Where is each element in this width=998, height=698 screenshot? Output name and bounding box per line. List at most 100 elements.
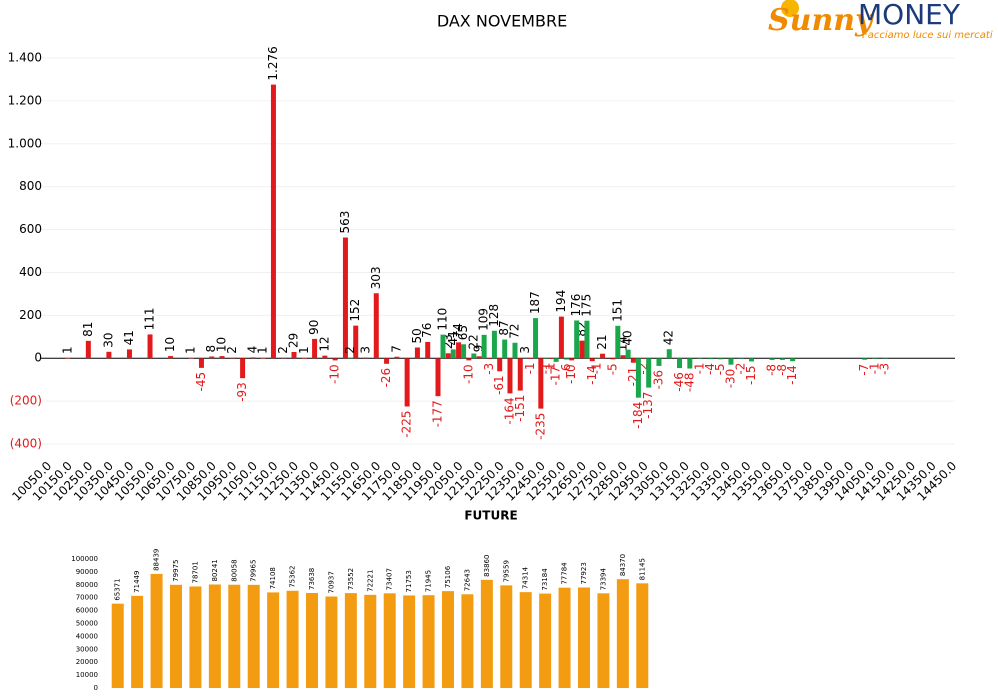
logo-name: MONEY — [858, 0, 961, 31]
bar — [270, 84, 276, 359]
bar — [779, 358, 785, 360]
data-label: 72643 — [463, 569, 471, 591]
data-label: 77784 — [561, 562, 569, 585]
bar — [445, 353, 451, 359]
data-label: 1 — [184, 346, 198, 354]
data-label: -6 — [559, 364, 573, 376]
data-label: -1 — [867, 362, 881, 374]
data-label: 72221 — [366, 570, 374, 592]
data-label: 73184 — [541, 568, 549, 591]
bar — [749, 358, 755, 362]
y-tick-label: 1.400 — [8, 51, 42, 65]
bar — [738, 358, 744, 359]
bar — [600, 353, 606, 359]
data-label: -26 — [379, 368, 393, 388]
bar — [461, 344, 467, 359]
bar — [491, 330, 497, 359]
data-label: -10 — [564, 364, 578, 384]
data-label: 65 — [456, 325, 470, 340]
bar — [486, 358, 492, 359]
bar — [687, 358, 693, 369]
bar — [342, 237, 348, 359]
logo-tagline: Facciamo luce sui mercati — [862, 30, 993, 41]
data-label: 73638 — [308, 568, 316, 590]
data-label: 1 — [256, 346, 270, 354]
data-label: 175 — [579, 294, 593, 317]
data-label: 88439 — [153, 549, 161, 571]
data-label: -46 — [672, 372, 686, 392]
data-label: -235 — [533, 413, 547, 440]
bar — [312, 338, 318, 359]
bar — [291, 352, 297, 359]
data-label: 79965 — [250, 560, 258, 582]
data-label: 1 — [297, 346, 311, 354]
bar — [480, 579, 493, 688]
data-label: -48 — [682, 373, 696, 393]
bar — [228, 584, 241, 688]
y-tick-label: 90000 — [76, 568, 98, 576]
bar — [347, 357, 353, 359]
data-label: -177 — [430, 400, 444, 427]
bar — [150, 573, 163, 688]
bar — [373, 293, 379, 359]
bar — [579, 340, 585, 359]
data-label: -15 — [744, 365, 758, 385]
data-label: 1 — [60, 346, 74, 354]
bar — [301, 358, 307, 359]
bar — [543, 358, 549, 359]
bar — [584, 320, 590, 359]
y-tick-label: 70000 — [76, 594, 98, 602]
data-label: 81 — [81, 322, 95, 337]
data-label: -3 — [878, 363, 892, 375]
bar — [383, 593, 396, 688]
data-label: 73394 — [599, 568, 607, 591]
bar — [394, 356, 400, 359]
data-label: -225 — [400, 410, 414, 437]
bar — [450, 349, 456, 359]
data-label: 21 — [595, 334, 609, 349]
bar — [528, 358, 534, 359]
data-label: 2 — [343, 346, 357, 354]
bar — [656, 358, 662, 366]
data-label: 2 — [276, 346, 290, 354]
bar — [697, 358, 703, 359]
bar — [65, 358, 71, 359]
data-label: 10 — [215, 337, 229, 352]
bar — [471, 353, 477, 359]
bar — [569, 358, 575, 361]
bar — [403, 595, 416, 688]
data-label: -5 — [605, 363, 619, 375]
data-label: 87 — [497, 320, 511, 335]
data-label: -45 — [194, 372, 208, 392]
y-tick-label: (400) — [10, 437, 42, 451]
data-label: 74314 — [522, 566, 530, 589]
data-label: -1 — [544, 362, 558, 374]
bar — [188, 358, 194, 359]
data-label: 7 — [389, 345, 403, 353]
bar — [553, 358, 559, 362]
data-label: -14 — [585, 365, 599, 385]
y-tick-label: 0 — [94, 684, 98, 692]
data-label: 84370 — [619, 554, 627, 576]
y-tick-label: (200) — [10, 394, 42, 408]
y-tick-label: 600 — [19, 222, 42, 236]
bar — [364, 594, 377, 688]
bar — [425, 341, 431, 359]
data-label: -2 — [734, 363, 748, 375]
bar — [85, 340, 91, 359]
data-label: 10 — [163, 337, 177, 352]
bar — [578, 587, 590, 688]
bar — [630, 358, 636, 363]
data-label: 41 — [122, 330, 136, 345]
bar — [728, 358, 734, 365]
bar — [240, 358, 246, 379]
bar — [597, 593, 610, 688]
data-label: 75106 — [444, 565, 452, 588]
bar — [519, 592, 532, 688]
data-label: 90 — [307, 320, 321, 335]
data-label: 70937 — [327, 571, 335, 593]
data-label: 78701 — [191, 561, 199, 583]
bar — [219, 356, 225, 359]
bar — [882, 358, 888, 359]
